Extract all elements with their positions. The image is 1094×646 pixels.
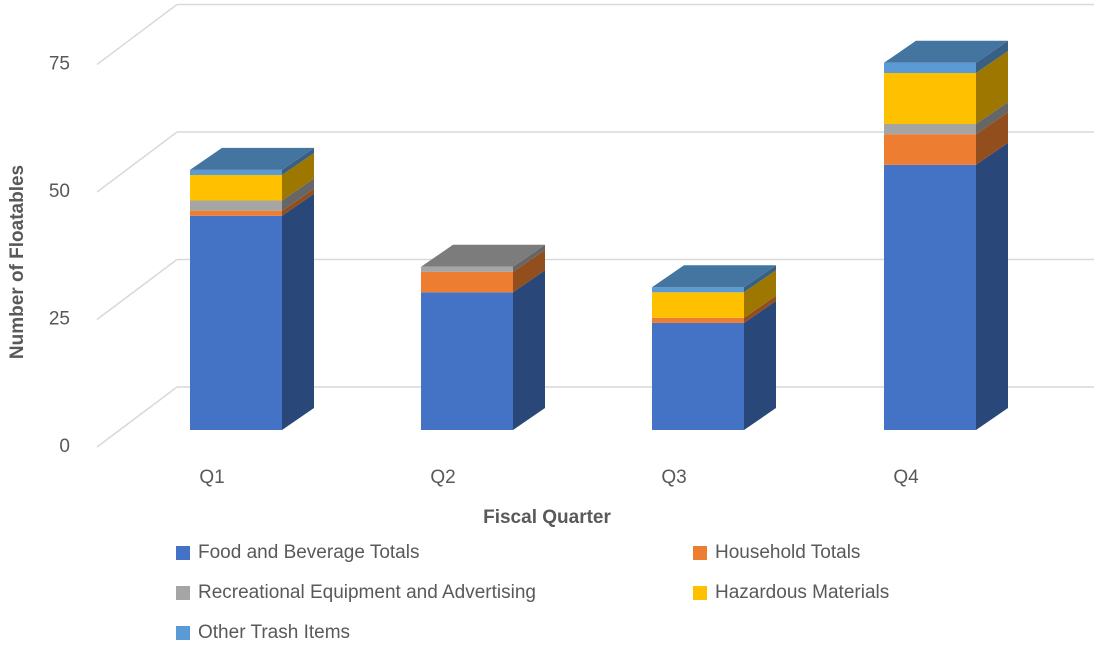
legend-label: Food and Beverage Totals: [198, 542, 419, 563]
bar-side: [744, 265, 776, 293]
bar-segment: [421, 292, 513, 430]
bar-side: [976, 112, 1008, 165]
bar-side: [744, 300, 776, 430]
bar-segment: [190, 200, 282, 211]
bar-top: [421, 244, 545, 267]
y-tick-label: 50: [49, 181, 70, 202]
x-tick-label: Q4: [893, 467, 919, 488]
x-tick-label: Q3: [661, 467, 686, 488]
bar-side: [976, 51, 1008, 124]
legend-label: Other Trash Items: [198, 622, 350, 643]
bar-side: [282, 188, 314, 216]
legend-label: Household Totals: [715, 542, 860, 563]
grid-line: [96, 258, 178, 321]
bar-side: [513, 249, 545, 293]
y-axis-title: Number of Floatables: [7, 165, 28, 359]
x-tick-label: Q1: [199, 467, 224, 488]
bar-segment: [884, 73, 976, 124]
y-tick-label: 75: [49, 54, 70, 75]
bar-segment: [190, 169, 282, 175]
bar-side: [282, 147, 314, 175]
y-tick-label: 0: [59, 436, 70, 457]
bar-segment: [652, 317, 744, 323]
bar-top: [884, 40, 1008, 63]
bar-segment: [884, 124, 976, 135]
legend-marker: [176, 586, 190, 600]
grid-line: [96, 131, 178, 193]
legend-marker: [176, 626, 190, 640]
bar-side: [513, 244, 545, 272]
bar-segment: [190, 215, 282, 430]
bar-segment: [190, 175, 282, 201]
legend-label: Recreational Equipment and Advertising: [198, 582, 536, 603]
bar-side: [282, 153, 314, 201]
bar-side: [976, 102, 1008, 135]
bar-side: [744, 270, 776, 318]
legend-marker: [693, 586, 707, 600]
grid-line: [96, 386, 178, 448]
bar-side: [976, 142, 1008, 431]
legend-label: Hazardous Materials: [715, 582, 889, 603]
x-tick-label: Q2: [430, 467, 455, 488]
bar-segment: [652, 287, 744, 293]
bar-side: [282, 178, 314, 211]
bar-side: [976, 40, 1008, 73]
bar-side: [282, 193, 314, 430]
bar-top: [190, 147, 314, 170]
legend-marker: [693, 546, 707, 560]
grid-line: [96, 3, 178, 66]
bar-segment: [884, 164, 976, 431]
bar-segment: [652, 322, 744, 430]
bar-segment: [421, 271, 513, 293]
bar-side: [744, 295, 776, 323]
bar-segment: [652, 292, 744, 318]
legend-marker: [176, 546, 190, 560]
x-axis-title: Fiscal Quarter: [483, 507, 611, 528]
bar-segment: [190, 210, 282, 216]
bar-segment: [884, 62, 976, 73]
bar-side: [513, 270, 545, 430]
y-tick-label: 25: [49, 309, 70, 330]
bar-segment: [884, 134, 976, 165]
bar-segment: [421, 266, 513, 272]
bar-top: [652, 265, 776, 288]
